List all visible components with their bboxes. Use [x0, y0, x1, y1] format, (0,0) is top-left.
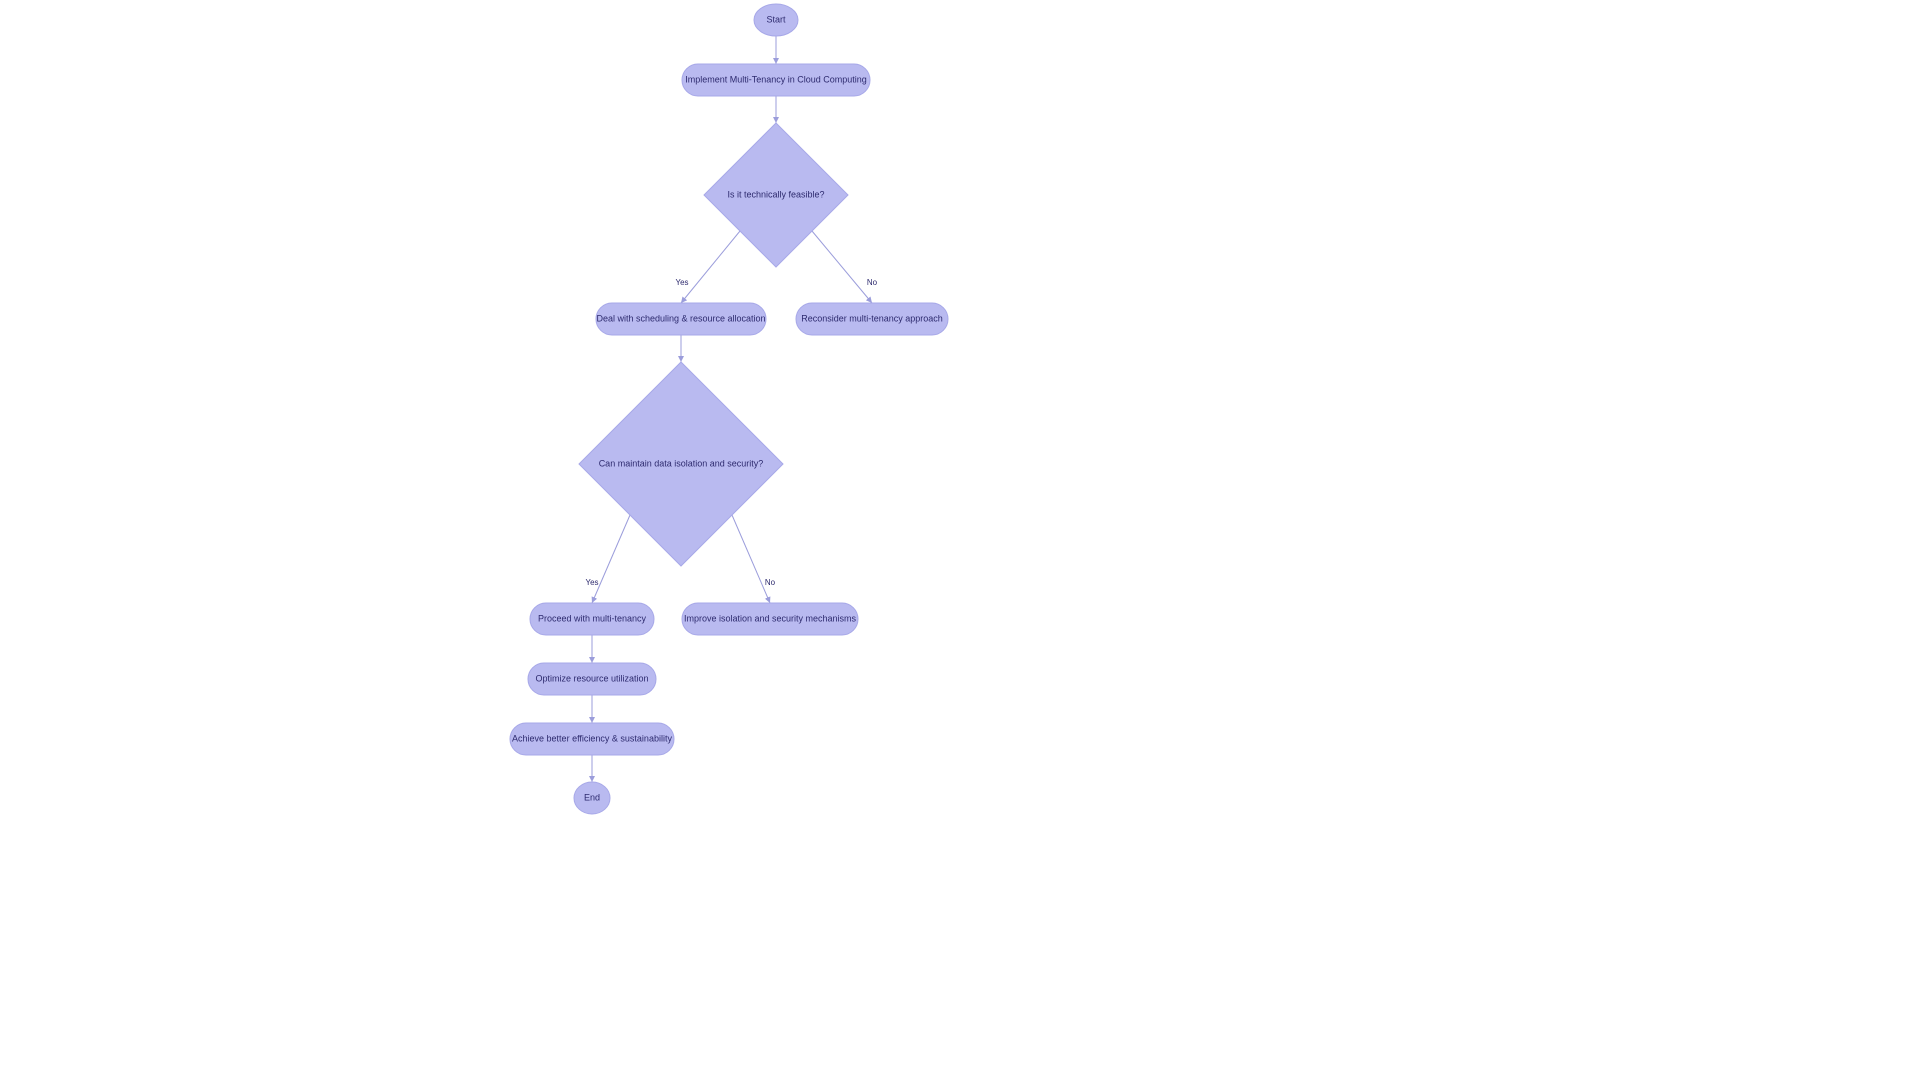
- node-recon: Reconsider multi-tenancy approach: [796, 303, 948, 335]
- node-label-iso: Can maintain data isolation and security…: [599, 458, 764, 468]
- node-label-proceed: Proceed with multi-tenancy: [538, 613, 647, 623]
- node-label-recon: Reconsider multi-tenancy approach: [801, 313, 943, 323]
- node-label-impl: Implement Multi-Tenancy in Cloud Computi…: [685, 74, 867, 84]
- edge-label-iso-improve: No: [765, 578, 776, 587]
- node-label-start: Start: [766, 14, 786, 24]
- node-feas: Is it technically feasible?: [704, 123, 848, 267]
- edge-feas-sched: [681, 231, 740, 303]
- node-impl: Implement Multi-Tenancy in Cloud Computi…: [682, 64, 870, 96]
- node-label-opt: Optimize resource utilization: [535, 673, 648, 683]
- node-sched: Deal with scheduling & resource allocati…: [596, 303, 766, 335]
- node-label-feas: Is it technically feasible?: [727, 189, 824, 199]
- edge-iso-improve: [732, 515, 770, 603]
- node-iso: Can maintain data isolation and security…: [579, 362, 783, 566]
- node-proceed: Proceed with multi-tenancy: [530, 603, 654, 635]
- node-ach: Achieve better efficiency & sustainabili…: [510, 723, 674, 755]
- node-opt: Optimize resource utilization: [528, 663, 656, 695]
- edge-label-feas-sched: Yes: [675, 278, 688, 287]
- node-label-end: End: [584, 792, 600, 802]
- node-label-ach: Achieve better efficiency & sustainabili…: [512, 733, 672, 743]
- node-start: Start: [754, 4, 798, 36]
- node-end: End: [574, 782, 610, 814]
- edge-iso-proceed: [592, 515, 630, 603]
- node-label-sched: Deal with scheduling & resource allocati…: [596, 313, 765, 323]
- edge-label-feas-recon: No: [867, 278, 878, 287]
- flowchart-canvas: Yes No Yes No Start Implement Multi-Tenancy …: [0, 0, 1920, 1080]
- node-improve: Improve isolation and security mechanism…: [682, 603, 858, 635]
- node-label-improve: Improve isolation and security mechanism…: [684, 613, 857, 623]
- edge-label-iso-proceed: Yes: [585, 578, 598, 587]
- edge-feas-recon: [812, 231, 872, 303]
